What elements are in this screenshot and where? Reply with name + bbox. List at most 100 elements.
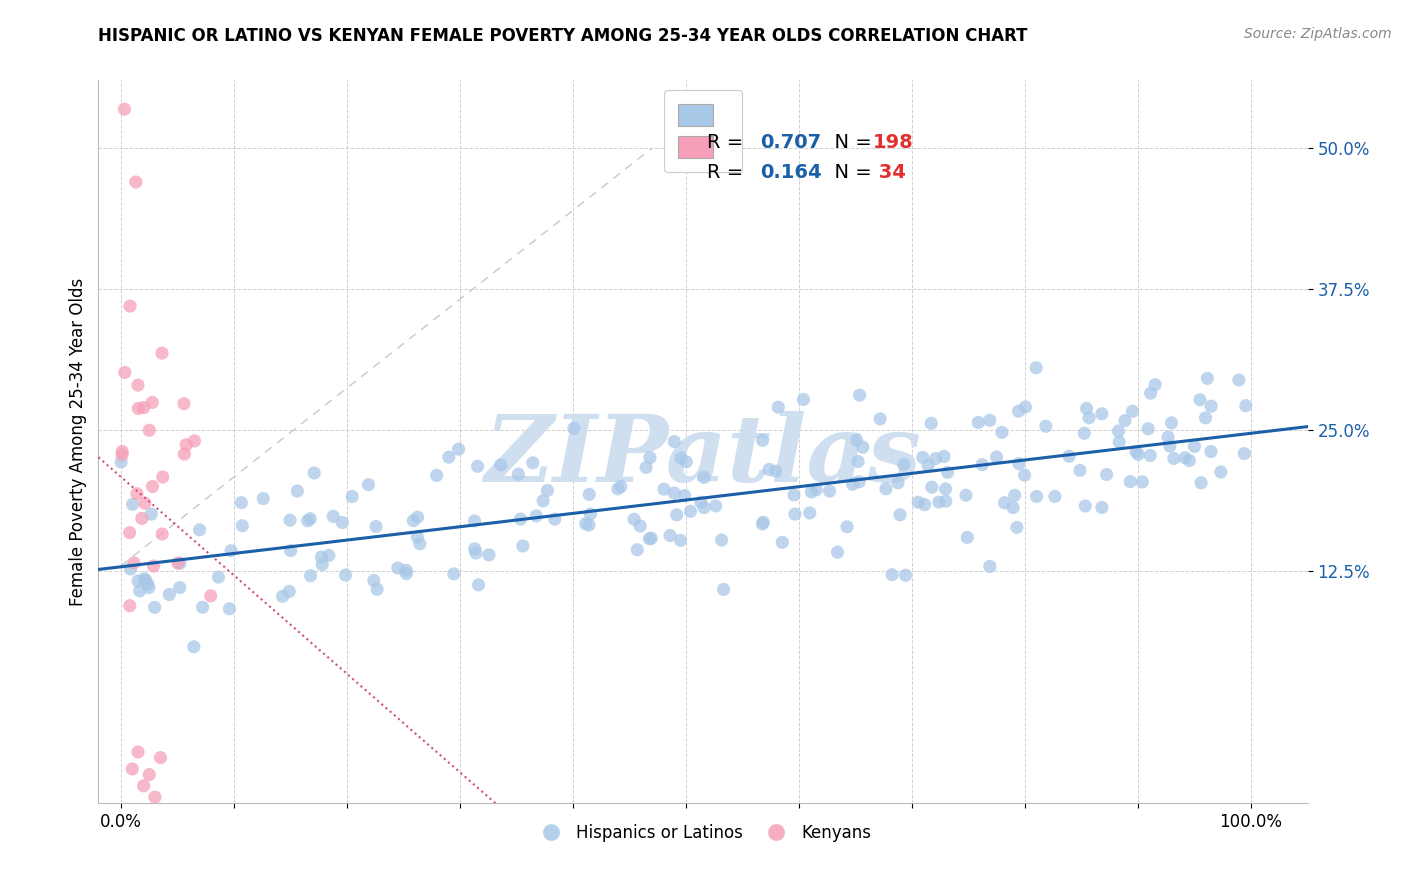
Point [141, 507, 163, 521]
Point [143, 600, 166, 615]
Point [792, 392, 814, 407]
Point [669, 533, 692, 548]
Point [783, 507, 806, 521]
Point [770, 535, 793, 549]
Point [138, 581, 160, 595]
Point [522, 456, 544, 470]
Point [623, 512, 645, 526]
Point [1091, 407, 1114, 421]
Text: R =: R = [707, 163, 749, 182]
Point [1121, 404, 1143, 418]
Point [531, 494, 554, 508]
Point [1074, 499, 1097, 513]
Point [783, 488, 806, 502]
Point [920, 417, 942, 431]
Point [524, 508, 547, 523]
Point [1069, 463, 1091, 477]
Point [875, 482, 897, 496]
Point [626, 542, 648, 557]
Point [869, 412, 891, 426]
Point [579, 507, 602, 521]
Point [907, 495, 929, 509]
Point [330, 516, 353, 530]
Point [134, 572, 156, 586]
Point [150, 527, 173, 541]
Point [426, 468, 449, 483]
Point [135, 573, 157, 587]
Text: 198: 198 [873, 134, 914, 153]
Point [993, 496, 1015, 510]
Point [882, 567, 904, 582]
Point [1095, 467, 1118, 482]
Point [191, 600, 214, 615]
Point [827, 545, 849, 559]
Point [1199, 399, 1222, 413]
Point [911, 450, 934, 465]
Point [628, 519, 651, 533]
Point [252, 491, 274, 506]
Point [1043, 490, 1066, 504]
Point [335, 568, 357, 582]
Point [1130, 475, 1153, 489]
Point [1025, 490, 1047, 504]
Point [1137, 422, 1160, 436]
Point [357, 477, 380, 491]
Point [138, 767, 160, 781]
Point [610, 480, 633, 494]
Point [932, 450, 955, 464]
Point [665, 508, 688, 522]
Point [887, 475, 910, 490]
Point [127, 745, 149, 759]
Point [395, 563, 418, 577]
Point [467, 578, 489, 592]
Point [1194, 410, 1216, 425]
Point [127, 574, 149, 588]
Point [278, 584, 301, 599]
Point [157, 587, 180, 601]
Point [806, 483, 828, 497]
Point [928, 495, 950, 509]
Point [143, 790, 166, 805]
Point [118, 525, 141, 540]
Point [1188, 392, 1211, 407]
Point [114, 366, 136, 380]
Point [710, 533, 733, 547]
Point [512, 539, 534, 553]
Point [318, 549, 340, 563]
Point [693, 500, 716, 515]
Point [478, 548, 501, 562]
Point [121, 497, 143, 511]
Point [536, 483, 558, 498]
Point [713, 582, 735, 597]
Point [387, 561, 409, 575]
Point [936, 466, 959, 480]
Y-axis label: Female Poverty Among 25-34 Year Olds: Female Poverty Among 25-34 Year Olds [69, 277, 87, 606]
Point [409, 537, 432, 551]
Legend: Hispanics or Latinos, Kenyans: Hispanics or Latinos, Kenyans [527, 817, 879, 848]
Point [142, 559, 165, 574]
Point [1233, 446, 1256, 460]
Point [509, 512, 531, 526]
Point [118, 599, 141, 613]
Point [1108, 434, 1130, 449]
Point [366, 582, 388, 597]
Point [852, 440, 875, 454]
Point [704, 499, 727, 513]
Point [463, 514, 485, 528]
Point [986, 450, 1008, 464]
Text: 34: 34 [873, 163, 907, 182]
Point [131, 511, 153, 525]
Point [765, 464, 787, 478]
Point [1014, 468, 1036, 483]
Point [121, 762, 143, 776]
Point [1078, 410, 1101, 425]
Point [125, 486, 148, 500]
Point [1197, 371, 1219, 385]
Point [280, 543, 302, 558]
Point [1025, 360, 1047, 375]
Point [544, 512, 567, 526]
Point [675, 455, 697, 469]
Point [302, 466, 325, 480]
Point [752, 516, 775, 530]
Point [818, 484, 841, 499]
